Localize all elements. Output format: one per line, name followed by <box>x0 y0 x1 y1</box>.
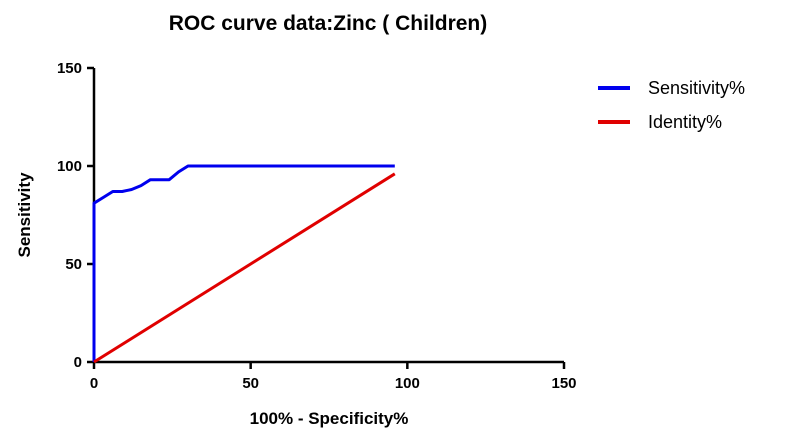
chart-title: ROC curve data:Zinc ( Children) <box>169 12 488 35</box>
x-tick-label: 100 <box>395 375 420 392</box>
x-tick-label: 50 <box>242 375 259 392</box>
y-ticks: 0 50 100 150 <box>57 60 94 371</box>
x-tick-label: 0 <box>90 375 98 392</box>
series-line-identity <box>93 172 396 364</box>
series-lines <box>92 164 396 364</box>
x-tick-label: 150 <box>551 375 576 392</box>
x-ticks: 0 50 100 150 <box>90 362 577 392</box>
plot-area: 0 50 100 150 0 50 100 150 <box>57 60 577 392</box>
y-tick-label: 0 <box>74 354 82 371</box>
legend-label-sensitivity: Sensitivity% <box>648 78 745 98</box>
legend: Sensitivity% Identity% <box>598 78 745 132</box>
x-axis-label: 100% - Specificity% <box>250 409 409 428</box>
y-axis-label: Sensitivity <box>15 172 34 258</box>
y-tick-label: 100 <box>57 158 82 175</box>
y-tick-label: 50 <box>65 256 82 273</box>
series-line-sensitivity <box>92 164 395 362</box>
legend-label-identity: Identity% <box>648 112 722 132</box>
y-tick-label: 150 <box>57 60 82 77</box>
